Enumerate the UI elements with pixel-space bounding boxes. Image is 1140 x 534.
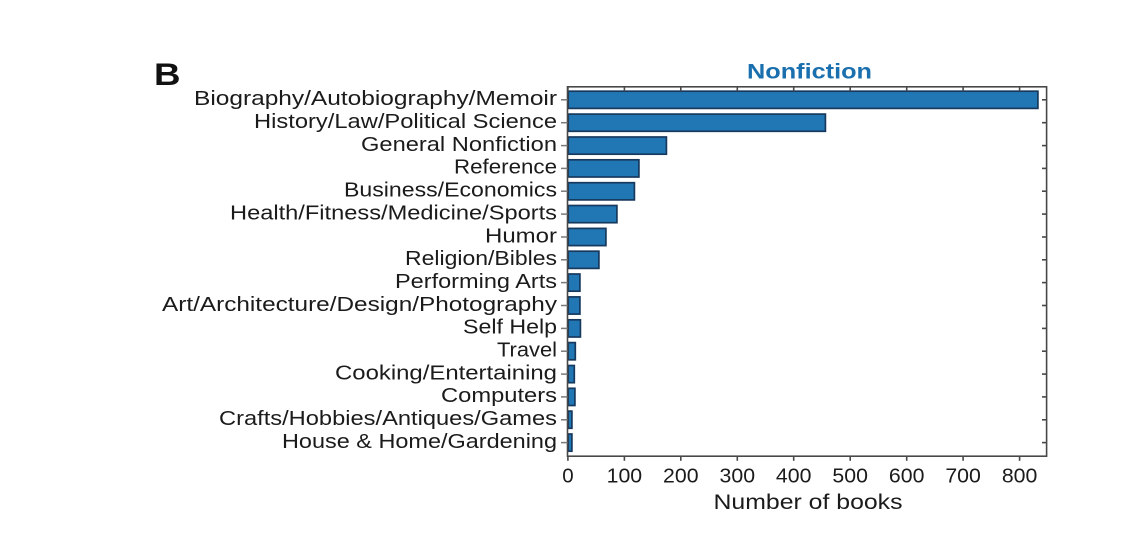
svg-text:100: 100: [607, 465, 643, 488]
svg-text:Religion/Bibles: Religion/Bibles: [405, 248, 557, 270]
svg-text:200: 200: [663, 465, 699, 488]
svg-text:0: 0: [562, 465, 573, 488]
svg-text:House & Home/Gardening: House & Home/Gardening: [282, 431, 557, 453]
svg-text:Self Help: Self Help: [463, 317, 557, 339]
svg-text:500: 500: [832, 465, 868, 488]
svg-text:Biography/Autobiography/Memoir: Biography/Autobiography/Memoir: [194, 88, 557, 110]
svg-text:Reference: Reference: [454, 157, 557, 179]
svg-text:400: 400: [776, 465, 812, 488]
svg-text:General Nonfiction: General Nonfiction: [361, 134, 557, 156]
svg-text:800: 800: [1002, 465, 1038, 488]
svg-text:300: 300: [720, 465, 756, 488]
svg-text:Crafts/Hobbies/Antiques/Games: Crafts/Hobbies/Antiques/Games: [219, 408, 557, 430]
svg-text:Performing Arts: Performing Arts: [395, 271, 557, 293]
svg-text:B: B: [154, 56, 181, 92]
svg-text:Cooking/Entertaining: Cooking/Entertaining: [335, 362, 557, 384]
svg-text:Computers: Computers: [441, 385, 557, 407]
svg-text:700: 700: [945, 465, 981, 488]
svg-text:Nonfiction: Nonfiction: [747, 61, 872, 84]
svg-text:Number of books: Number of books: [714, 490, 903, 514]
svg-text:History/Law/Political Science: History/Law/Political Science: [254, 111, 557, 133]
svg-text:Business/Economics: Business/Economics: [344, 180, 557, 202]
svg-text:Travel: Travel: [497, 340, 557, 362]
svg-text:Humor: Humor: [485, 225, 557, 247]
svg-text:Art/Architecture/Design/Photog: Art/Architecture/Design/Photography: [162, 294, 557, 316]
svg-text:600: 600: [889, 465, 925, 488]
svg-text:Health/Fitness/Medicine/Sports: Health/Fitness/Medicine/Sports: [230, 202, 557, 224]
